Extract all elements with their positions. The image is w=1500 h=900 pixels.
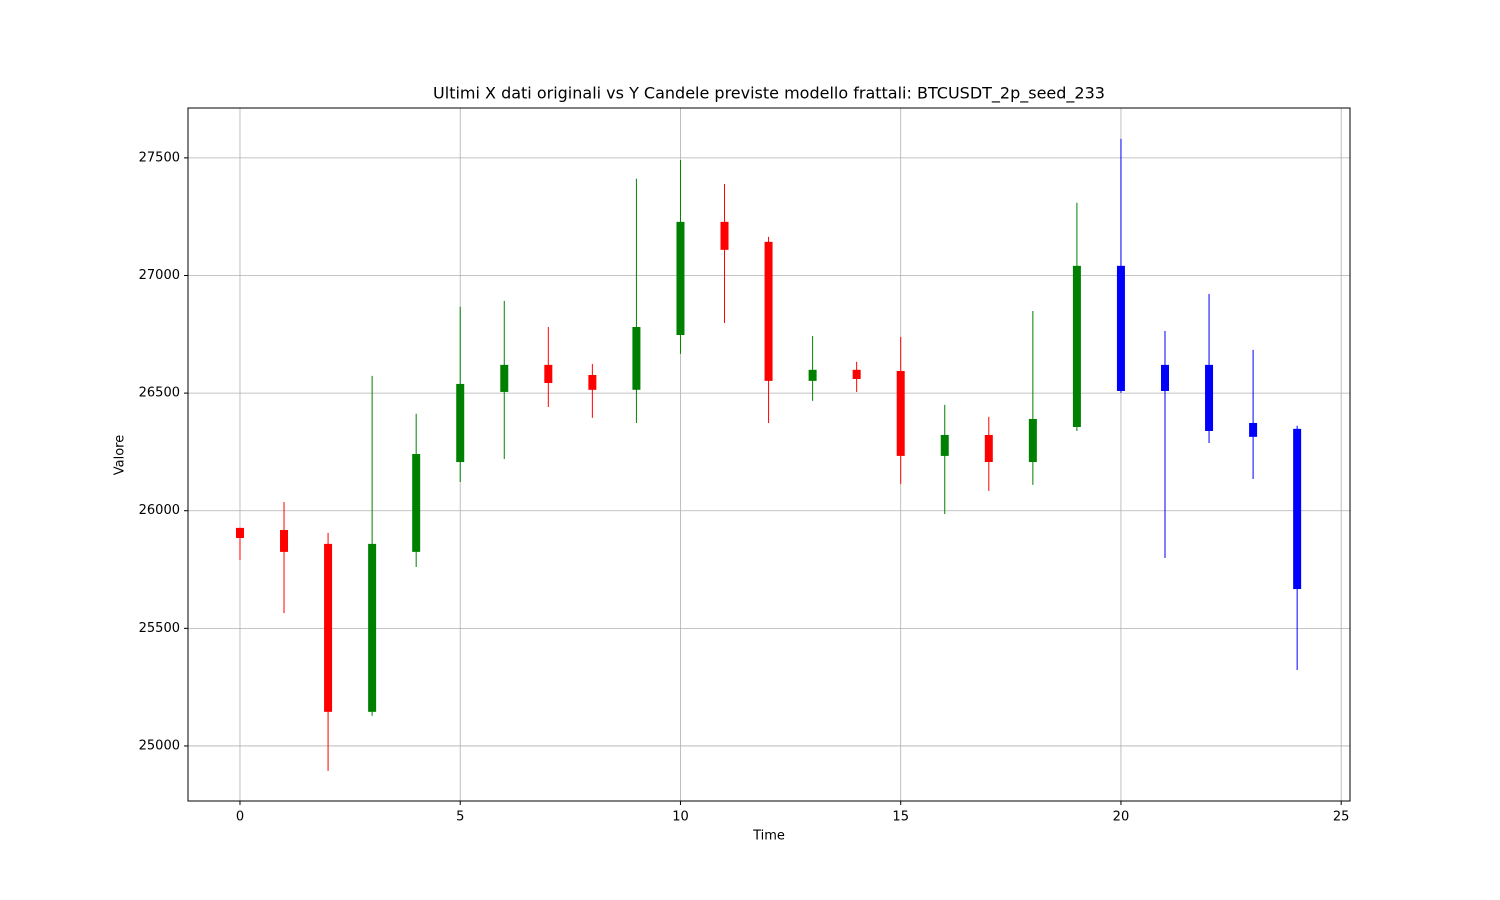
- candle-body: [588, 374, 597, 390]
- candle-body: [544, 364, 553, 383]
- candle-body: [280, 530, 289, 552]
- x-axis-label: Time: [752, 829, 785, 844]
- candle-body: [500, 364, 509, 392]
- plot-frame: [187, 107, 1351, 802]
- x-tick-label: 20: [1113, 810, 1130, 825]
- y-tick-label: 27000: [139, 268, 180, 283]
- candle-body: [1249, 422, 1258, 437]
- candle-body: [764, 241, 773, 381]
- candle-body: [808, 369, 817, 381]
- candle-body: [1072, 265, 1081, 427]
- y-tick-label: 25500: [139, 621, 180, 636]
- y-tick-label: 26500: [139, 386, 180, 401]
- chart-title: Ultimi X dati originali vs Y Candele pre…: [433, 84, 1105, 104]
- candle-body: [852, 369, 861, 379]
- candle-body: [1293, 428, 1302, 590]
- x-tick-label: 25: [1333, 810, 1350, 825]
- candle-body: [984, 434, 993, 463]
- candle-body: [1028, 418, 1037, 463]
- candle-body: [1205, 364, 1214, 431]
- candle-body: [456, 383, 465, 463]
- y-axis-label: Valore: [113, 435, 128, 475]
- y-tick-label: 25000: [139, 738, 180, 753]
- candle-body: [235, 527, 244, 539]
- x-tick-label: 5: [456, 810, 464, 825]
- candle-body: [940, 434, 949, 456]
- candle-body: [1116, 265, 1125, 391]
- x-tick-label: 0: [236, 810, 244, 825]
- y-tick-label: 27500: [139, 150, 180, 165]
- candle-body: [412, 454, 421, 552]
- candle-body: [896, 370, 905, 456]
- y-tick-label: 26000: [139, 503, 180, 518]
- candle-body: [720, 221, 729, 250]
- x-tick-label: 15: [892, 810, 909, 825]
- candle-body: [368, 543, 377, 712]
- candle-body: [324, 543, 333, 712]
- x-tick-label: 10: [672, 810, 689, 825]
- candle-body: [632, 327, 641, 390]
- candle-body: [1160, 364, 1169, 391]
- candle-body: [676, 221, 685, 336]
